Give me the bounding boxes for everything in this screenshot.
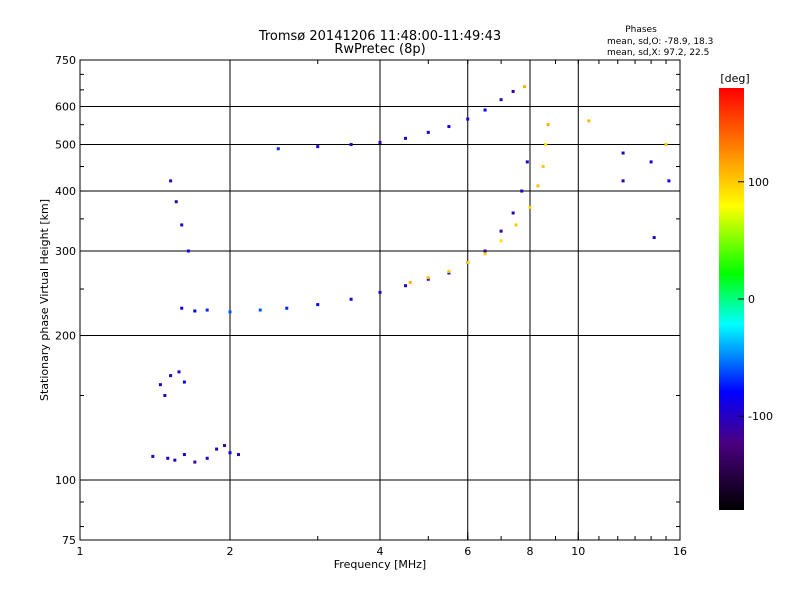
echo-point [163,394,167,398]
echo-point [528,205,532,209]
axis-ticks: 1 2 4 6 8 10 16 75 100 200 300 400 500 600 750 [55,54,687,558]
x-tick-label: 16 [673,545,687,558]
echo-point [447,271,451,275]
echo-point [649,160,653,164]
echo-point [483,252,487,256]
echo-point [151,454,155,458]
x-tick-label: 4 [377,545,384,558]
echo-point [169,374,173,378]
echo-point [667,179,671,183]
echo-point [174,200,178,204]
echo-point [228,310,232,314]
echo-point [408,280,412,284]
grid-lines [80,60,680,540]
echo-point [621,179,625,183]
echo-point [546,123,550,127]
echo-point [378,140,382,144]
echo-point [186,249,190,253]
echo-point [544,143,548,147]
echo-point [447,125,451,129]
echo-point [541,164,545,168]
stats-o-mode: mean, sd,O: -78.9, 18.3 [607,37,713,47]
echo-point [205,456,209,460]
echo-point [426,130,430,134]
echo-point [258,308,262,312]
echo-point [205,308,209,312]
echo-point [466,260,470,264]
echo-point [349,297,353,301]
x-tick-label: 6 [464,545,471,558]
echo-point [223,444,227,448]
echo-point [316,145,320,149]
echo-point [215,447,219,451]
echo-point [236,453,240,457]
echo-point [180,306,184,310]
chart-subtitle: RwPretec (8p) [334,42,425,57]
echo-point [447,269,451,273]
echo-point [316,303,320,307]
echo-point [652,236,656,240]
echo-point [621,151,625,155]
echo-point [177,370,181,374]
x-tick-label: 8 [527,545,534,558]
echo-point [514,223,518,227]
x-tick-label: 10 [571,545,585,558]
echo-point [193,460,197,464]
echo-point [483,249,487,253]
echo-points [151,85,671,464]
y-tick-label: 400 [55,185,76,198]
y-tick-label: 500 [55,139,76,152]
colorbar-tick-label: -100 [748,410,773,423]
echo-point [525,160,529,164]
echo-point [169,179,173,183]
echo-point [523,85,527,89]
echo-point [499,229,503,233]
chart-title: Tromsø 20141206 11:48:00-11:49:43 [258,29,501,44]
echo-point [180,223,184,227]
echo-point [403,136,407,140]
colorbar-ticks: 100 0 -100 [738,176,773,423]
y-tick-label: 75 [62,534,76,547]
echo-point [403,284,407,288]
stats-x-mode: mean, sd,X: 97.2, 22.5 [607,48,709,58]
echo-point [228,451,232,455]
echo-point [466,117,470,121]
echo-point [173,458,177,462]
y-tick-label: 100 [55,474,76,487]
echo-point [483,108,487,112]
echo-point [426,276,430,280]
y-tick-label: 600 [55,101,76,114]
x-tick-label: 1 [77,545,84,558]
echo-point [349,143,353,147]
echo-point [499,239,503,243]
x-axis-label: Frequency [MHz] [334,558,426,571]
colorbar-tick-label: 0 [748,293,755,306]
echo-point [276,147,280,151]
echo-point [426,277,430,281]
echo-point [182,380,186,384]
echo-point [511,211,515,215]
echo-point [587,119,591,123]
stats-heading: Phases [625,25,657,35]
y-tick-label: 200 [55,330,76,343]
echo-point [378,290,382,294]
y-tick-label: 750 [55,54,76,67]
colorbar-tick-label: 100 [748,176,769,189]
echo-point [158,383,162,387]
echo-point [285,306,289,310]
y-tick-label: 300 [55,245,76,258]
x-tick-label: 2 [227,545,234,558]
echo-point [499,98,503,102]
echo-point [511,89,515,93]
y-axis-label: Stationary phase Virtual Height [km] [38,199,51,401]
echo-point [520,189,524,193]
echo-point [664,143,668,147]
echo-point [193,309,197,313]
echo-point [536,184,540,188]
echo-point [166,456,170,460]
colorbar-label: [deg] [720,72,749,85]
echo-point [182,453,186,457]
